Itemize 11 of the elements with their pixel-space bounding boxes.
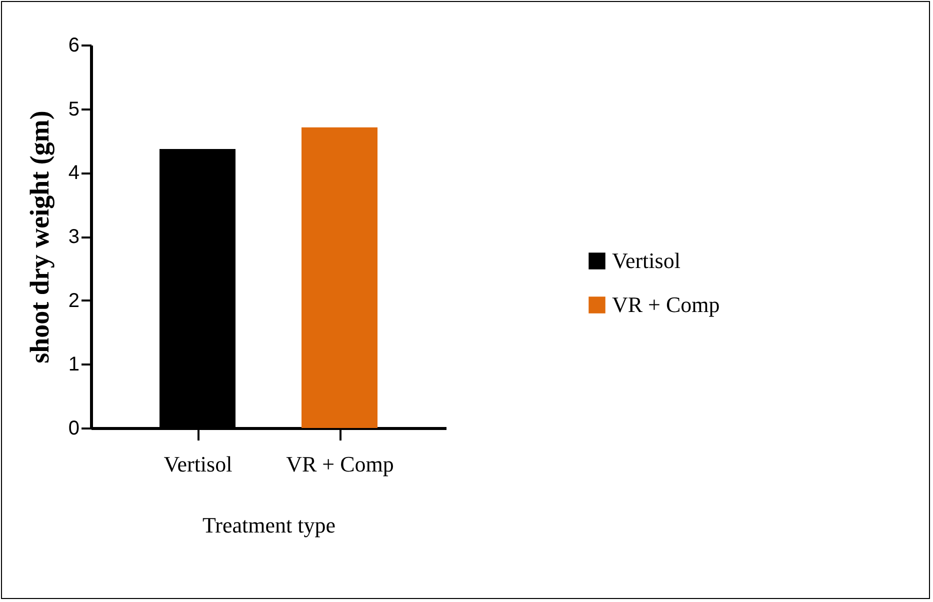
y-tick-label: 4	[68, 162, 80, 184]
legend-label: Vertisol	[612, 248, 680, 273]
y-tick-label: 5	[68, 98, 80, 120]
x-axis-title: Treatment type	[202, 512, 336, 538]
y-axis-title: shoot dry weight (gm)	[24, 110, 54, 364]
y-tick-label: 1	[68, 354, 80, 376]
y-tick-label: 0	[68, 418, 80, 440]
y-tick-label: 6	[68, 34, 80, 56]
legend-label: VR + Comp	[612, 292, 720, 317]
y-tick-label: 2	[68, 290, 80, 312]
y-tick-label: 3	[68, 226, 80, 248]
